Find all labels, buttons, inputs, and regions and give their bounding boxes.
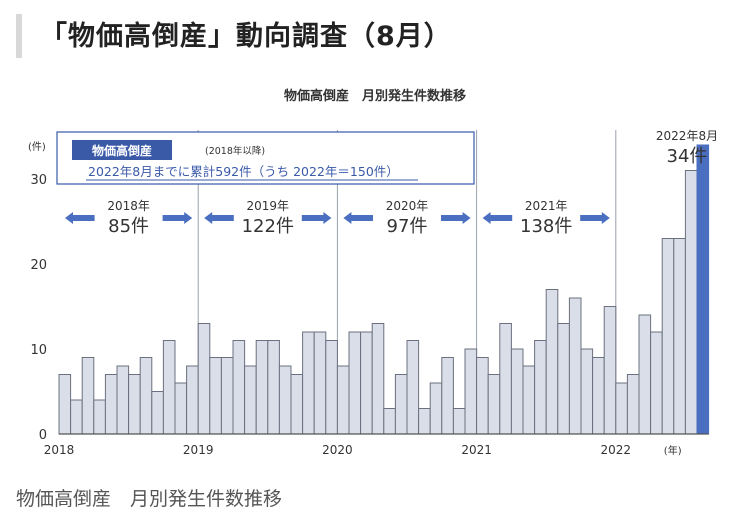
- bar: [116, 365, 130, 435]
- year-arrow-left: [204, 212, 234, 224]
- legend-tag-bg: [72, 140, 172, 160]
- bar: [174, 382, 188, 435]
- bar: [545, 289, 559, 435]
- bar: [313, 331, 327, 435]
- bar: [464, 348, 478, 435]
- bar: [290, 374, 304, 435]
- bar: [452, 408, 466, 435]
- bar: [104, 374, 118, 435]
- bar: [557, 323, 570, 435]
- bar-chart: 物価高倒産 月別発生件数推移 (件) 0 10 20 30 2018 2019 2020 2021…: [28, 88, 718, 457]
- title-accent-bar: [16, 14, 22, 58]
- bar: [487, 374, 501, 435]
- x-axis-unit: (年): [664, 444, 682, 457]
- bar: [603, 306, 617, 435]
- bar: [267, 340, 280, 435]
- bar: [81, 357, 95, 435]
- y-axis-unit: (件): [28, 141, 46, 153]
- year-label: 2021年: [525, 199, 568, 213]
- bar: [139, 357, 153, 435]
- bar: [696, 144, 710, 435]
- bar: [186, 365, 199, 435]
- bar: [661, 238, 675, 435]
- year-label: 2019年: [247, 199, 290, 213]
- figure-caption: 物価高倒産 月別発生件数推移: [16, 488, 283, 510]
- year-total: 85件: [108, 216, 149, 237]
- year-label: 2020年: [386, 199, 429, 213]
- bar: [418, 408, 431, 435]
- bar: [58, 374, 72, 435]
- bar: [441, 357, 454, 435]
- bar: [638, 314, 652, 435]
- legend-period: (2018年以降): [205, 145, 265, 157]
- bar: [162, 340, 176, 435]
- bar: [93, 399, 106, 435]
- bar: [429, 382, 443, 435]
- bar: [592, 357, 605, 435]
- bar: [650, 331, 663, 435]
- year-arrow-right: [580, 212, 610, 224]
- page-title: 「物価高倒産」動向調査（8月）: [40, 21, 452, 52]
- bar: [302, 331, 315, 435]
- year-total: 97件: [387, 216, 428, 237]
- y-tick-label: 0: [39, 428, 47, 443]
- bar: [278, 365, 292, 435]
- bar: [383, 408, 396, 435]
- bar: [626, 374, 640, 435]
- y-tick-label: 10: [30, 343, 47, 358]
- year-arrow-right: [301, 212, 332, 224]
- chart-title: 物価高倒産 月別発生件数推移: [284, 88, 466, 104]
- bar: [325, 340, 338, 435]
- bar: [580, 348, 594, 435]
- bar: [510, 348, 524, 435]
- bar: [406, 340, 420, 435]
- year-total: 122件: [242, 216, 294, 237]
- bar: [255, 340, 269, 435]
- bar: [209, 357, 222, 435]
- bar: [476, 357, 489, 435]
- bar: [615, 382, 628, 435]
- bar: [684, 170, 698, 435]
- bar: [673, 238, 686, 435]
- bar: [70, 399, 83, 435]
- bar: [499, 323, 512, 435]
- latest-month-value: 34件: [667, 146, 708, 167]
- bar: [394, 374, 408, 435]
- bar: [151, 391, 164, 435]
- legend-tag: 物価高倒産: [92, 143, 152, 158]
- bar: [220, 357, 234, 435]
- y-tick-label: 20: [30, 258, 47, 273]
- bar: [371, 323, 385, 435]
- year-total: 138件: [520, 216, 572, 237]
- bar: [128, 374, 141, 435]
- year-label: 2018年: [107, 199, 150, 213]
- x-tick-label: 2020: [322, 443, 353, 457]
- x-tick-label: 2021: [461, 443, 492, 457]
- year-arrow-right: [162, 212, 193, 224]
- x-tick-label: 2018: [44, 443, 75, 457]
- bar: [522, 365, 536, 435]
- legend-total: 2022年8月までに累計592件（うち 2022年＝150件）: [88, 164, 399, 179]
- y-tick-label: 30: [30, 173, 47, 188]
- year-arrow-left: [65, 212, 95, 224]
- bar: [568, 297, 582, 435]
- bar: [197, 323, 211, 435]
- year-arrow-left: [482, 212, 513, 224]
- bar: [348, 331, 362, 435]
- year-arrow-left: [343, 212, 373, 224]
- bar: [244, 365, 257, 435]
- bar: [232, 340, 246, 435]
- latest-month-label: 2022年8月: [656, 129, 718, 143]
- x-tick-label: 2019: [183, 443, 214, 457]
- bar: [336, 365, 350, 435]
- bar: [534, 340, 547, 435]
- year-arrow-right: [441, 212, 471, 224]
- x-tick-label: 2022: [601, 443, 632, 457]
- bar: [360, 331, 373, 435]
